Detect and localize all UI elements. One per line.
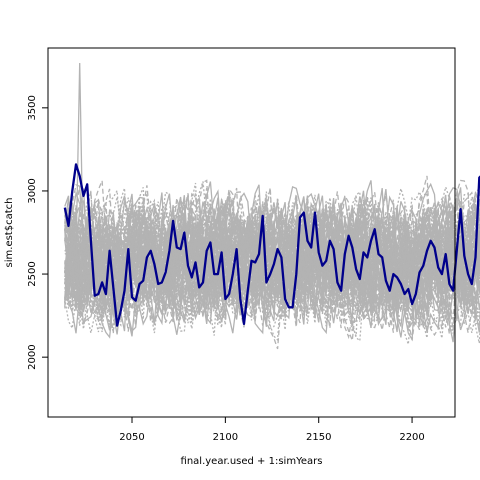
y-tick-label: 3500 <box>27 95 38 120</box>
simulation-line <box>64 189 480 335</box>
simulation-line <box>64 196 480 320</box>
x-tick-label: 2150 <box>306 432 331 443</box>
simulation-line <box>64 190 480 324</box>
highlighted-series <box>63 163 480 327</box>
simulation-line <box>64 186 480 327</box>
y-axis-label: sim.est$catch <box>4 198 15 268</box>
simulation-line <box>64 200 480 331</box>
y-tick-label: 3000 <box>27 178 38 203</box>
simulation-line <box>64 190 480 326</box>
highlighted-line <box>63 163 480 327</box>
simulation-line <box>64 188 480 334</box>
x-tick-label: 2200 <box>399 432 424 443</box>
y-tick-label: 2000 <box>27 344 38 369</box>
x-axis-label: final.year.used + 1:simYears <box>181 456 323 467</box>
plot-frame <box>47 47 456 418</box>
x-tick-label: 2050 <box>119 432 144 443</box>
x-tick-label: 2100 <box>213 432 238 443</box>
y-tick-label: 2500 <box>27 261 38 286</box>
